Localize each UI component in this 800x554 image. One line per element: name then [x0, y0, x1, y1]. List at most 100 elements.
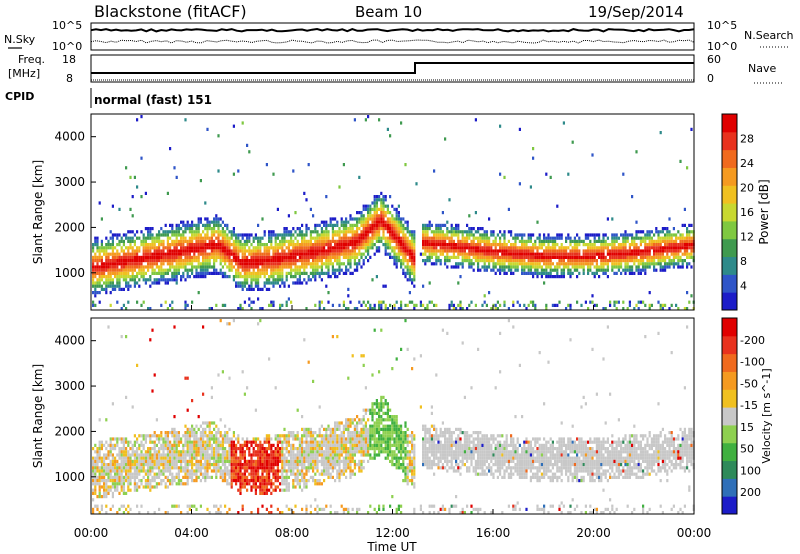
- power-cell: [371, 201, 374, 205]
- power-cell: [338, 230, 341, 234]
- power-cell: [452, 239, 455, 243]
- power-cell: [433, 262, 436, 266]
- velocity-cell: [184, 463, 187, 467]
- power-cell: [562, 275, 565, 279]
- power-cell: [593, 236, 596, 240]
- power-cell: [265, 262, 268, 266]
- power-cell: [155, 255, 158, 259]
- power-cell: [98, 268, 101, 272]
- power-cell: [118, 233, 121, 237]
- power-cell: [111, 265, 114, 269]
- velocity-cell: [129, 488, 132, 492]
- power-cell: [114, 265, 117, 269]
- power-cell: [158, 243, 161, 247]
- power-cell: [375, 223, 378, 227]
- power-cell: [307, 249, 310, 253]
- power-cell: [397, 252, 400, 256]
- power-cell: [356, 236, 359, 240]
- velocity-cell: [169, 447, 172, 451]
- power-cell: [395, 217, 398, 221]
- power-cell: [312, 268, 315, 272]
- power-cell: [224, 246, 227, 250]
- power-cell: [472, 243, 475, 247]
- power-cell: [404, 303, 407, 307]
- velocity-cell: [109, 472, 112, 476]
- power-cell: [239, 275, 242, 279]
- power-cell: [131, 259, 134, 263]
- power-cell: [679, 159, 682, 163]
- power-cell: [217, 243, 220, 247]
- power-cell: [470, 249, 473, 253]
- power-cell: [151, 268, 154, 272]
- power-cell: [274, 243, 277, 247]
- power-cell: [158, 246, 161, 250]
- power-cell: [602, 246, 605, 250]
- power-cell: [468, 249, 471, 253]
- power-cell: [679, 233, 682, 237]
- power-cell: [466, 243, 469, 247]
- power-cell: [294, 259, 297, 263]
- power-cell: [314, 230, 317, 234]
- power-cell: [270, 303, 273, 307]
- power-cell: [197, 217, 200, 221]
- power-cell: [606, 262, 609, 266]
- power-cell: [391, 227, 394, 231]
- power-cell: [426, 249, 429, 253]
- power-cell: [389, 246, 392, 250]
- power-cell: [353, 255, 356, 259]
- power-cell: [677, 252, 680, 256]
- power-cell: [628, 246, 631, 250]
- power-cell: [334, 252, 337, 256]
- velocity-cell: [166, 440, 169, 444]
- velocity-cell: [118, 472, 121, 476]
- power-cell: [169, 278, 172, 282]
- power-cell: [307, 275, 310, 279]
- power-cell: [367, 211, 370, 215]
- power-cell: [232, 275, 235, 279]
- power-cell: [613, 271, 616, 275]
- power-cell: [105, 262, 108, 266]
- velocity-cell: [239, 485, 242, 489]
- power-cell: [644, 249, 647, 253]
- power-cell: [153, 262, 156, 266]
- power-cell: [477, 255, 480, 259]
- power-cell: [485, 239, 488, 243]
- power-cell: [562, 255, 565, 259]
- power-cell: [186, 303, 189, 307]
- velocity-cell: [206, 447, 209, 451]
- velocity-cell: [116, 475, 119, 479]
- power-cell: [246, 262, 249, 266]
- power-cell: [109, 303, 112, 307]
- velocity-cell: [226, 469, 229, 473]
- power-cell: [578, 262, 581, 266]
- power-cell: [408, 255, 411, 259]
- power-cell: [155, 249, 158, 253]
- power-cell: [485, 233, 488, 237]
- power-cell: [576, 300, 579, 304]
- power-cell: [507, 239, 510, 243]
- power-cell: [265, 163, 268, 167]
- velocity-cell: [171, 453, 174, 457]
- velocity-cell: [188, 469, 191, 473]
- velocity-cell: [184, 472, 187, 476]
- power-cell: [320, 268, 323, 272]
- power-cell: [221, 239, 224, 243]
- power-cell: [677, 230, 680, 234]
- power-cell: [206, 262, 209, 266]
- power-cell: [492, 259, 495, 263]
- power-cell: [367, 227, 370, 231]
- power-cell: [455, 249, 458, 253]
- power-cell: [111, 204, 114, 208]
- power-cell: [241, 265, 244, 269]
- power-cell: [208, 239, 211, 243]
- velocity-cell: [136, 504, 139, 508]
- power-cell: [433, 239, 436, 243]
- power-cell: [210, 220, 213, 224]
- velocity-cell: [219, 319, 222, 323]
- power-cell: [653, 246, 656, 250]
- power-cell: [116, 255, 119, 259]
- power-cell: [474, 211, 477, 215]
- power-cell: [215, 255, 218, 259]
- power-cell: [450, 246, 453, 250]
- power-cell: [305, 252, 308, 256]
